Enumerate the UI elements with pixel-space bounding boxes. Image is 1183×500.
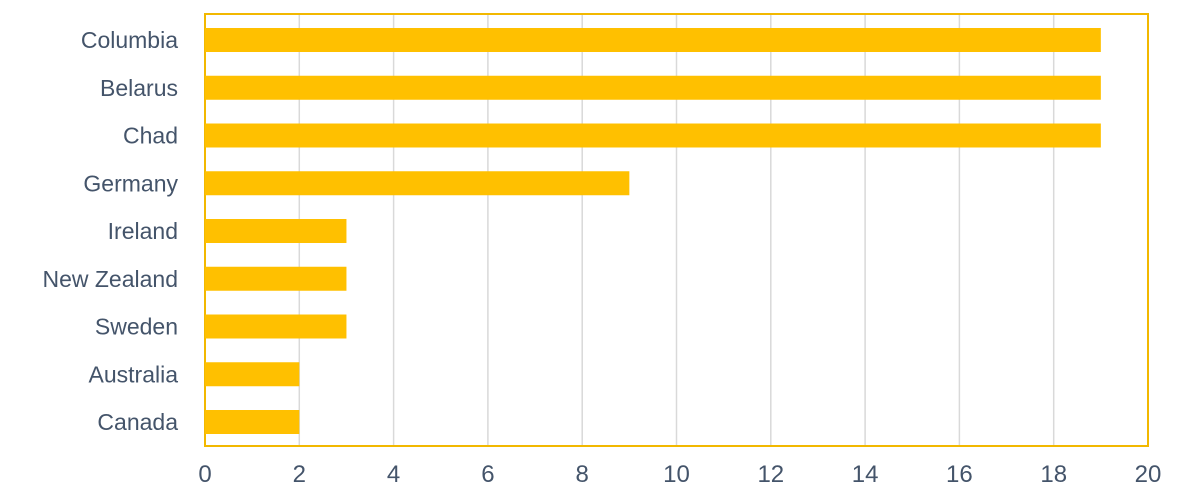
category-label-columbia: Columbia — [81, 27, 178, 53]
bar-sweden — [205, 314, 347, 339]
category-label-chad: Chad — [123, 123, 178, 149]
x-tick-label-16: 16 — [946, 461, 973, 488]
category-label-germany: Germany — [83, 170, 178, 196]
category-label-canada: Canada — [97, 409, 178, 435]
category-label-belarus: Belarus — [100, 75, 178, 101]
x-tick-label-20: 20 — [1135, 461, 1162, 488]
bar-germany — [205, 171, 630, 196]
category-label-australia: Australia — [89, 361, 179, 387]
bar-australia — [205, 362, 300, 387]
x-tick-label-2: 2 — [293, 461, 306, 488]
bar-belarus — [205, 75, 1101, 100]
category-label-ireland: Ireland — [108, 218, 178, 244]
x-tick-label-6: 6 — [481, 461, 494, 488]
x-tick-label-8: 8 — [576, 461, 589, 488]
bar-columbia — [205, 28, 1101, 52]
category-label-new-zealand: New Zealand — [42, 266, 178, 292]
x-tick-label-4: 4 — [387, 461, 400, 488]
x-tick-label-18: 18 — [1040, 461, 1067, 488]
bar-chad — [205, 123, 1101, 148]
x-tick-label-10: 10 — [663, 461, 690, 488]
x-tick-label-14: 14 — [852, 461, 879, 488]
x-tick-label-12: 12 — [757, 461, 784, 488]
bar-ireland — [205, 219, 347, 243]
bar-canada — [205, 410, 300, 434]
x-tick-label-0: 0 — [198, 461, 211, 488]
category-labels: Columbia Belarus Chad Germany Ireland New Zea… — [42, 27, 178, 435]
bar-new-zealand — [205, 266, 347, 291]
x-axis-tick-labels: 0 2 4 6 8 10 12 14 16 18 20 — [198, 461, 1161, 488]
bars — [205, 28, 1101, 434]
category-label-sweden: Sweden — [95, 314, 178, 340]
